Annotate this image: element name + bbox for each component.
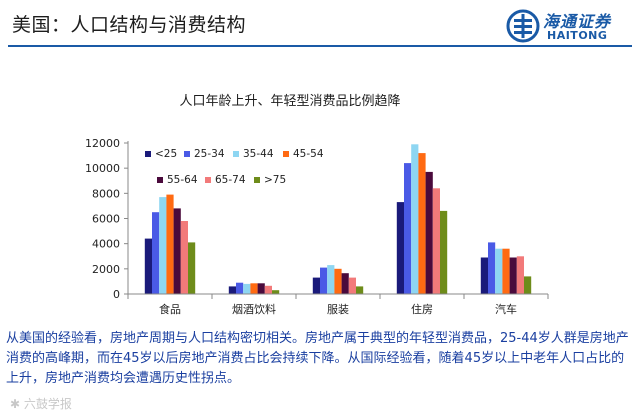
watermark: ✱ 六鼓学报 (10, 397, 72, 411)
bar-4-4 (418, 153, 426, 294)
bar-1-5 (480, 257, 488, 294)
bar-4-2 (250, 283, 258, 294)
y-tick-label: 2000 (92, 263, 120, 276)
bar-7-2 (272, 290, 280, 294)
x-tick-label: 住房 (411, 302, 433, 316)
x-tick-label: 汽车 (495, 302, 517, 316)
chart-legend: <25 25-34 35-44 45-54 55-64 65-74 >75 (145, 148, 324, 186)
bar-5-1 (173, 208, 181, 294)
legend-label: >75 (264, 174, 286, 186)
bar-2-3 (320, 267, 328, 294)
bar-2-1 (152, 212, 160, 294)
bar-4-1 (166, 194, 174, 294)
slide-title: 美国：人口结构与消费结构 (12, 14, 247, 36)
bar-3-2 (243, 283, 251, 294)
bar-2-2 (236, 282, 244, 294)
bar-1-1 (144, 238, 152, 294)
bar-5-4 (425, 171, 433, 294)
bar-6-5 (516, 256, 524, 295)
legend-swatch (157, 177, 163, 183)
legend-swatch (184, 151, 190, 157)
bar-6-1 (180, 221, 188, 294)
bar-6-2 (264, 285, 272, 294)
bar-2-5 (488, 242, 496, 294)
legend-swatch (254, 177, 260, 183)
bar-1-2 (228, 286, 236, 294)
bar-5-5 (509, 257, 517, 294)
bar-3-5 (495, 248, 503, 294)
y-tick-label: 0 (113, 288, 120, 301)
bar-4-5 (502, 248, 510, 294)
bar-5-2 (257, 283, 265, 294)
bar-7-1 (188, 242, 196, 294)
legend-swatch (205, 177, 211, 183)
y-tick-label: 12000 (85, 137, 120, 150)
chart-axes: 0 2000 4000 6000 8000 10000 12000 食品 烟酒饮料 服装 住房 汽车 (85, 137, 549, 316)
legend-swatch (283, 151, 289, 157)
bar-group (144, 144, 532, 295)
haitong-logo: 海通证券 HAITONG (505, 8, 633, 44)
bar-3-3 (327, 265, 335, 294)
bar-5-3 (341, 273, 349, 294)
bar-2-4 (404, 163, 412, 294)
legend-label: 35-44 (243, 148, 274, 160)
legend-label: 25-34 (194, 148, 225, 160)
bar-3-4 (411, 144, 419, 294)
logo-english-name: HAITONG (547, 29, 608, 42)
haitong-logo-mark-icon (506, 9, 540, 43)
legend-label: 65-74 (215, 174, 246, 186)
legend-swatch (233, 151, 239, 157)
x-tick-label: 食品 (159, 302, 181, 316)
legend-label: 55-64 (167, 174, 198, 186)
logo-chinese-name: 海通证券 (543, 12, 612, 31)
bar-7-4 (440, 210, 448, 294)
bar-7-5 (524, 276, 532, 294)
y-tick-label: 8000 (92, 187, 120, 200)
bar-3-1 (159, 197, 167, 294)
bar-7-3 (356, 286, 364, 294)
x-tick-label: 烟酒饮料 (232, 302, 276, 316)
bar-1-3 (312, 277, 320, 294)
bar-6-3 (348, 277, 356, 294)
slide-caption: 从美国的经验看，房地产周期与人口结构密切相关。房地产属于典型的年轻型消费品，25… (6, 331, 629, 386)
x-tick-label: 服装 (327, 303, 349, 316)
chart-title: 人口年龄上升、年轻型消费品比例趋降 (179, 94, 401, 109)
header-divider (8, 45, 632, 47)
y-tick-label: 4000 (92, 238, 120, 251)
bar-1-4 (396, 202, 404, 294)
y-tick-label: 6000 (92, 213, 120, 226)
legend-label: <25 (155, 148, 177, 160)
y-tick-label: 10000 (85, 162, 120, 175)
bar-4-3 (334, 268, 342, 294)
legend-label: 45-54 (293, 148, 324, 160)
bar-6-4 (432, 188, 440, 294)
legend-swatch (145, 151, 151, 157)
